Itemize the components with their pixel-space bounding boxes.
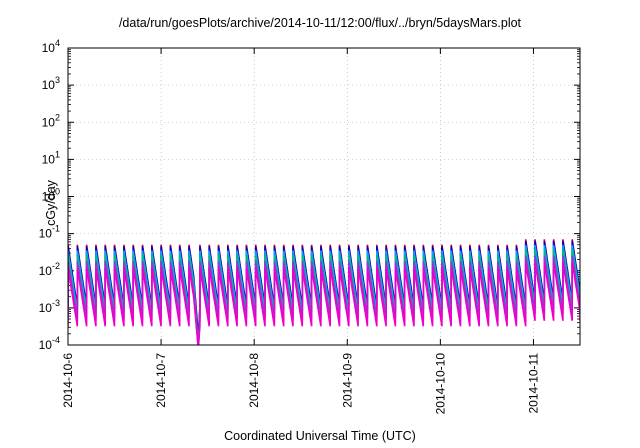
x-tick-label: 2014-10-9 (340, 353, 354, 408)
chart-title: /data/run/goesPlots/archive/2014-10-11/1… (118, 16, 522, 30)
x-tick-label: 2014-10-11 (526, 353, 540, 414)
y-tick-label: 104 (42, 38, 60, 55)
x-tick-label: 2014-10-10 (433, 353, 447, 415)
x-axis-label: Coordinated Universal Time (UTC) (224, 429, 416, 443)
y-tick-label: 100 (42, 187, 60, 204)
x-tick-label: 2014-10-6 (61, 353, 75, 408)
y-tick-label: 10-3 (39, 298, 60, 315)
x-tick-label: 2014-10-7 (154, 353, 168, 408)
y-tick-label: 10-1 (39, 224, 60, 241)
y-tick-label: 10-4 (39, 335, 60, 352)
series-line (68, 262, 580, 345)
y-tick-label: 103 (42, 75, 60, 92)
x-tick-label: 2014-10-8 (247, 353, 261, 408)
y-tick-label: 101 (42, 149, 60, 166)
y-tick-label: 10-2 (39, 261, 60, 278)
plot-border (67, 47, 581, 346)
y-tick-label: 102 (42, 112, 60, 129)
